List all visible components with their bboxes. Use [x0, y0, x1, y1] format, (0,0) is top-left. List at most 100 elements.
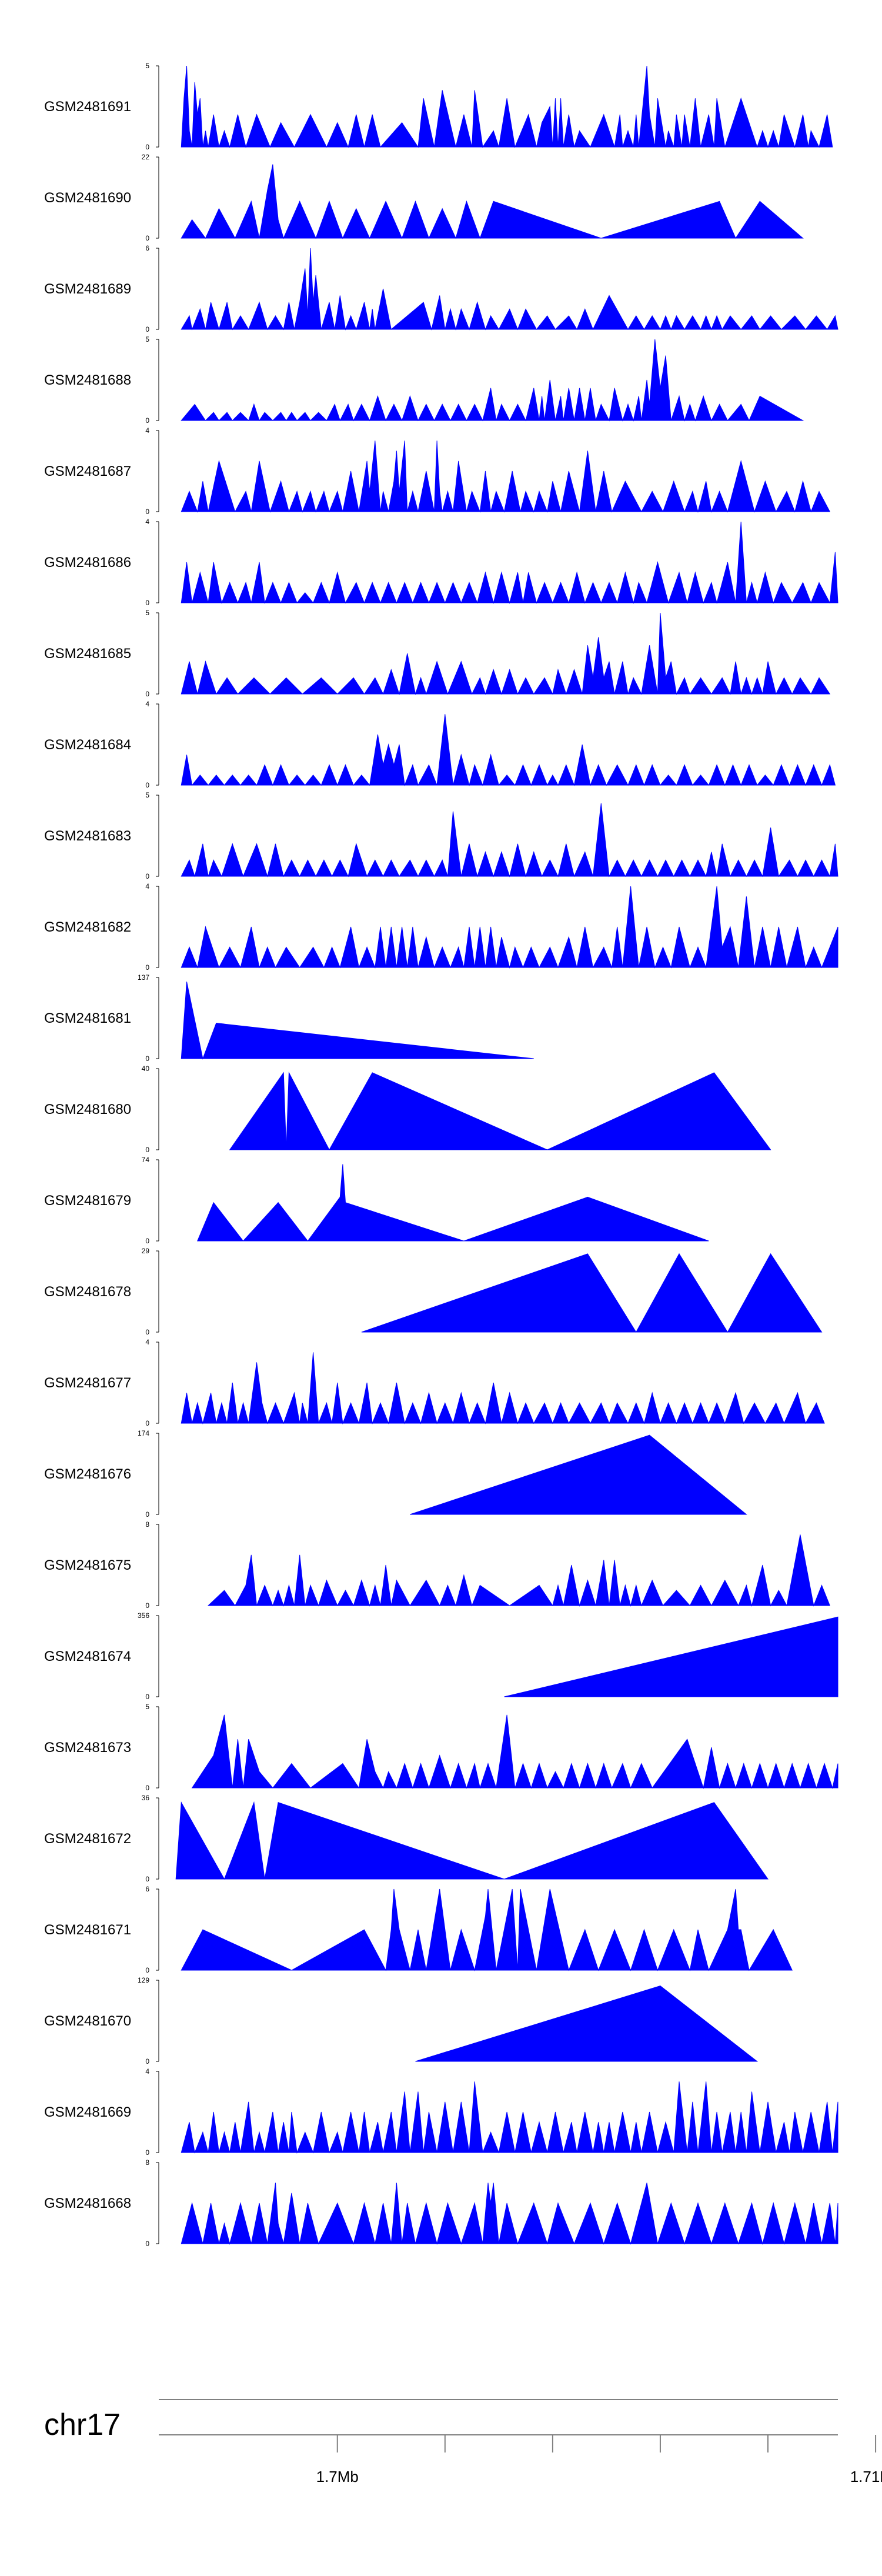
- coverage-area: [181, 441, 831, 513]
- track-GSM2481671: GSM2481671 6 0: [44, 1885, 793, 1974]
- y-min-label: 0: [145, 599, 149, 607]
- y-min-label: 0: [145, 1328, 149, 1336]
- track-label: GSM2481678: [44, 1284, 131, 1300]
- coverage-area: [181, 612, 831, 695]
- y-min-label: 0: [145, 508, 149, 516]
- y-min-label: 0: [145, 1146, 149, 1154]
- coverage-area: [181, 981, 534, 1060]
- y-max-label: 6: [145, 1885, 149, 1893]
- track-label: GSM2481674: [44, 1649, 131, 1664]
- track-label: GSM2481688: [44, 372, 131, 388]
- y-min-label: 0: [145, 872, 149, 880]
- y-min-label: 0: [145, 1693, 149, 1701]
- y-max-label: 5: [145, 62, 149, 70]
- ideogram: chr17: [44, 2399, 838, 2442]
- track-label: GSM2481687: [44, 463, 131, 479]
- track-label: GSM2481680: [44, 1102, 131, 1117]
- y-min-label: 0: [145, 781, 149, 789]
- genome-axis-tick-label: 1.71Mb: [850, 2468, 882, 2485]
- coverage-area: [181, 339, 804, 422]
- track-GSM2481683: GSM2481683 5 0: [44, 791, 838, 880]
- y-min-label: 0: [145, 1784, 149, 1792]
- y-max-label: 22: [142, 153, 150, 161]
- coverage-area: [229, 1071, 771, 1151]
- track-GSM2481670: GSM2481670 129 0: [44, 1976, 759, 2066]
- track-label: GSM2481679: [44, 1193, 131, 1209]
- track-GSM2481672: GSM2481672 36 0: [44, 1794, 769, 1883]
- track-GSM2481686: GSM2481686 4 0: [44, 518, 838, 607]
- y-min-label: 0: [145, 2240, 149, 2248]
- track-label: GSM2481675: [44, 1557, 131, 1573]
- y-max-label: 4: [145, 518, 149, 526]
- track-label: GSM2481689: [44, 281, 131, 297]
- y-max-label: 4: [145, 700, 149, 708]
- y-min-label: 0: [145, 325, 149, 333]
- track-label: GSM2481673: [44, 1740, 131, 1756]
- y-min-label: 0: [145, 1055, 149, 1063]
- track-label: GSM2481681: [44, 1010, 131, 1026]
- track-GSM2481669: GSM2481669 4 0: [44, 2067, 838, 2157]
- track-label: GSM2481685: [44, 646, 131, 662]
- coverage-area: [181, 521, 838, 604]
- track-GSM2481682: GSM2481682 4 0: [44, 882, 838, 972]
- y-min-label: 0: [145, 1966, 149, 1974]
- track-GSM2481680: GSM2481680 40 0: [44, 1065, 771, 1154]
- y-max-label: 4: [145, 426, 149, 435]
- track-GSM2481679: GSM2481679 74 0: [44, 1156, 709, 1245]
- y-max-label: 6: [145, 244, 149, 252]
- coverage-area: [504, 1616, 838, 1697]
- track-label: GSM2481684: [44, 737, 131, 753]
- track-label: GSM2481677: [44, 1375, 131, 1391]
- track-label: GSM2481676: [44, 1466, 131, 1482]
- track-GSM2481684: GSM2481684 4 0: [44, 700, 836, 789]
- track-GSM2481677: GSM2481677 4 0: [44, 1338, 825, 1427]
- coverage-area: [197, 1164, 709, 1242]
- track-GSM2481676: GSM2481676 174 0: [44, 1429, 747, 1519]
- track-GSM2481690: GSM2481690 22 0: [44, 153, 804, 242]
- track-label: GSM2481682: [44, 919, 131, 935]
- track-label: GSM2481669: [44, 2104, 131, 2120]
- track-label: GSM2481670: [44, 2013, 131, 2029]
- y-max-label: 5: [145, 791, 149, 799]
- chromosome-label: chr17: [44, 2408, 121, 2442]
- y-min-label: 0: [145, 1510, 149, 1519]
- y-max-label: 74: [142, 1156, 150, 1164]
- y-min-label: 0: [145, 963, 149, 972]
- coverage-area: [181, 803, 838, 877]
- coverage-area: [207, 1534, 831, 1607]
- y-max-label: 356: [138, 1611, 149, 1620]
- track-GSM2481689: GSM2481689 6 0: [44, 244, 838, 333]
- coverage-area: [181, 1888, 793, 1971]
- y-max-label: 29: [142, 1247, 150, 1255]
- track-label: GSM2481686: [44, 555, 131, 570]
- track-GSM2481685: GSM2481685 5 0: [44, 609, 831, 698]
- coverage-area: [410, 1434, 747, 1515]
- track-label: GSM2481671: [44, 1922, 131, 1938]
- coverage-area: [181, 2081, 838, 2154]
- y-min-label: 0: [145, 143, 149, 151]
- track-GSM2481674: GSM2481674 356 0: [44, 1611, 838, 1701]
- y-min-label: 0: [145, 234, 149, 242]
- y-min-label: 0: [145, 1237, 149, 1245]
- track-label: GSM2481668: [44, 2195, 131, 2211]
- y-min-label: 0: [145, 416, 149, 425]
- y-max-label: 137: [138, 973, 149, 982]
- coverage-area: [181, 164, 804, 239]
- track-GSM2481687: GSM2481687 4 0: [44, 426, 831, 516]
- track-label: GSM2481691: [44, 99, 131, 115]
- y-max-label: 36: [142, 1794, 150, 1802]
- coverage-area: [181, 714, 836, 786]
- track-GSM2481673: GSM2481673 5 0: [44, 1703, 838, 1792]
- coverage-area: [181, 2183, 838, 2245]
- coverage-area: [181, 886, 838, 969]
- y-max-label: 5: [145, 609, 149, 617]
- coverage-area: [181, 248, 838, 331]
- y-min-label: 0: [145, 690, 149, 698]
- track-label: GSM2481683: [44, 828, 131, 844]
- coverage-area: [181, 65, 833, 148]
- y-min-label: 0: [145, 1601, 149, 1610]
- track-GSM2481668: GSM2481668 8 0: [44, 2158, 838, 2248]
- y-max-label: 4: [145, 2067, 149, 2076]
- y-min-label: 0: [145, 2148, 149, 2157]
